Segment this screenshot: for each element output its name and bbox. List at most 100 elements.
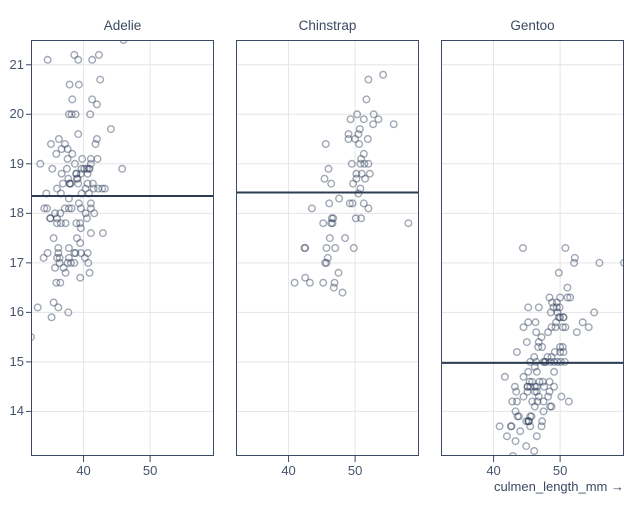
data-point [572,328,581,337]
data-point [68,95,77,104]
data-point [76,224,85,233]
data-point [60,139,69,148]
data-point [65,179,74,188]
data-point [83,179,92,188]
data-point [509,452,517,455]
data-point [74,130,83,139]
data-point [559,313,568,322]
data-point [545,293,554,302]
data-point [106,125,115,134]
data-point [52,149,61,158]
data-point [46,214,55,223]
data-point [98,229,107,238]
data-point [66,258,75,267]
data-point [512,397,521,406]
data-point [355,125,364,134]
data-point [584,323,593,332]
data-point [563,283,572,292]
data-point [70,258,79,267]
data-point [620,259,623,267]
data-point [526,422,535,431]
data-point [53,184,62,193]
data-point [47,313,56,322]
x-tick-label: 50 [347,463,363,478]
data-point [548,298,557,307]
facet-panel-adelie [31,40,214,456]
data-point [349,179,358,188]
y-tick-label: 14 [9,403,24,419]
data-point [301,273,310,282]
data-point [338,288,347,297]
data-point [357,214,366,223]
data-point [65,80,74,89]
data-point [341,234,350,243]
data-point [329,214,338,223]
data-point [67,204,76,213]
data-point [532,367,541,376]
data-point [532,328,541,337]
data-point [530,353,539,362]
data-point [63,258,72,267]
x-tick-label: 40 [76,463,91,478]
data-point [357,154,366,163]
data-point [345,199,354,208]
scatter-plot-area [32,41,213,455]
data-point [556,313,565,322]
data-point [70,248,79,257]
data-point [76,204,85,213]
data-point [64,243,73,252]
data-point [502,432,511,441]
data-point [46,214,55,223]
data-point [56,278,65,287]
data-point [47,139,56,148]
data-point [74,179,83,188]
data-point [559,313,568,322]
data-point [522,417,531,426]
data-point [49,234,58,243]
data-point [301,243,310,252]
data-point [506,422,515,431]
data-point [83,248,92,257]
data-point [365,169,374,178]
x-tick-label: 50 [142,463,158,478]
data-point [76,248,85,257]
data-point [86,204,95,213]
data-point [530,382,539,391]
data-point [88,95,97,104]
data-point [36,159,45,168]
data-point [82,214,91,223]
data-point [53,253,62,262]
data-point [578,318,587,327]
data-point [595,258,604,267]
data-point [522,338,531,347]
data-point [550,367,559,376]
data-point [534,392,543,401]
data-point [553,308,562,317]
data-point [352,169,361,178]
data-point [550,382,559,391]
data-point [74,55,83,64]
data-point [40,204,49,213]
x-tick-label: 40 [281,463,296,478]
data-point [532,382,541,391]
data-point [59,263,68,272]
data-point [57,144,66,153]
data-point [537,422,546,431]
data-point [92,100,101,109]
data-point [364,75,373,84]
data-point [86,229,95,238]
data-point [561,243,570,252]
data-point [76,219,85,228]
data-point [563,293,572,302]
data-point [53,214,62,223]
data-point [549,303,558,312]
data-point [500,372,509,381]
gridlines [237,41,418,455]
data-point [513,412,522,421]
data-point [84,164,93,173]
data-point [48,164,57,173]
data-point [86,154,95,163]
data-point [561,323,570,332]
data-point [547,353,556,362]
data-point [364,204,373,213]
